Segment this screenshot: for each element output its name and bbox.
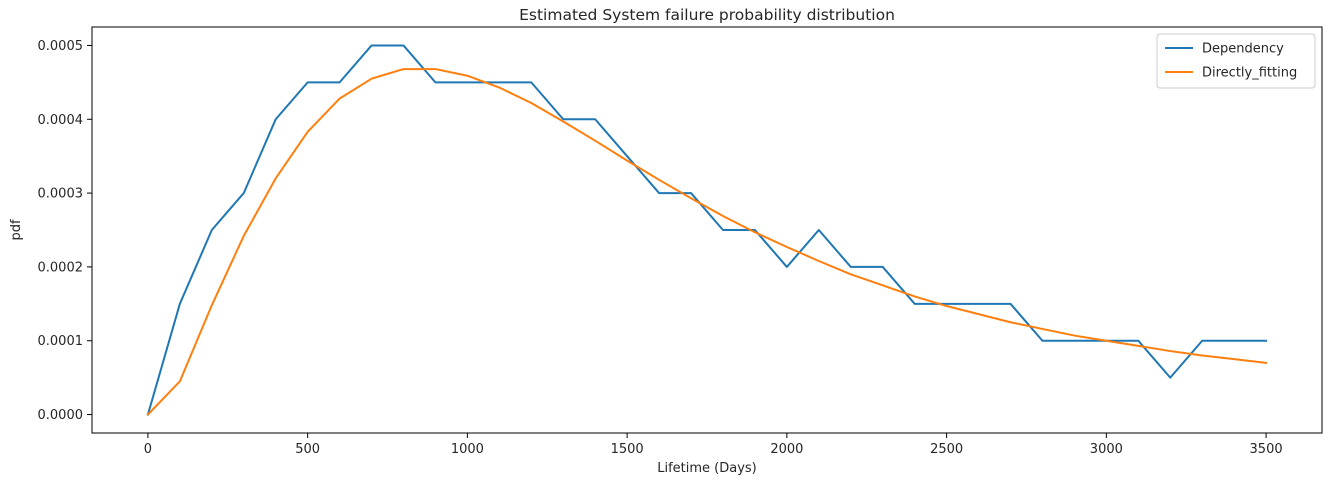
x-tick-label: 2000 — [770, 442, 803, 457]
y-axis-label: pdf — [9, 219, 24, 241]
series-layer — [146, 44, 1268, 416]
y-tick-label: 0.0005 — [38, 39, 84, 54]
x-axis-label: Lifetime (Days) — [657, 461, 757, 476]
x-tick-label: 1000 — [451, 442, 484, 457]
y-tick-label: 0.0002 — [38, 260, 84, 275]
y-tick-label: 0.0000 — [38, 408, 84, 423]
chart-title: Estimated System failure probability dis… — [519, 6, 895, 24]
x-tick-label: 2500 — [930, 442, 963, 457]
x-tick-label: 500 — [295, 442, 320, 457]
y-tick-label: 0.0001 — [38, 334, 84, 349]
ticks-layer: 0 500 1000 1500 2000 2500 3000 3500 0.0000 0.0001… — [38, 39, 1283, 457]
legend: Dependency Directly_fitting — [1156, 33, 1316, 89]
y-tick-label: 0.0003 — [38, 187, 84, 202]
x-tick-label: 3000 — [1090, 442, 1123, 457]
legend-label-directly-fitting: Directly_fitting — [1202, 66, 1297, 81]
series-line-directly-fitting — [146, 68, 1268, 416]
plot-area-frame — [91, 26, 1323, 434]
legend-box — [1156, 33, 1316, 89]
legend-label-dependency: Dependency — [1202, 42, 1284, 57]
x-tick-label: 3500 — [1250, 442, 1283, 457]
y-tick-label: 0.0004 — [38, 113, 84, 128]
x-tick-label: 1500 — [611, 442, 644, 457]
series-line-dependency — [146, 44, 1268, 416]
x-tick-label: 0 — [144, 442, 152, 457]
